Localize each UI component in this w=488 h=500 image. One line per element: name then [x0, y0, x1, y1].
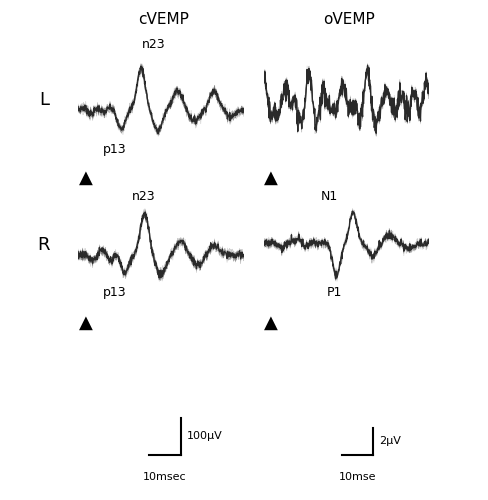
Text: 10mse: 10mse	[339, 472, 376, 482]
Text: 100μV: 100μV	[186, 431, 222, 441]
Text: p13: p13	[103, 286, 126, 299]
Text: p13: p13	[103, 142, 126, 156]
Text: 10msec: 10msec	[143, 472, 186, 482]
Text: P1: P1	[326, 286, 342, 299]
Text: 2μV: 2μV	[379, 436, 401, 446]
Text: ▲: ▲	[79, 314, 92, 332]
Text: cVEMP: cVEMP	[138, 12, 189, 28]
Text: oVEMP: oVEMP	[323, 12, 375, 28]
Text: L: L	[39, 91, 49, 109]
Text: N1: N1	[321, 190, 338, 202]
Text: ▲: ▲	[264, 168, 278, 186]
Text: R: R	[38, 236, 50, 254]
Text: ▲: ▲	[264, 314, 278, 332]
Text: n23: n23	[132, 190, 156, 202]
Text: ▲: ▲	[79, 168, 92, 186]
Text: n23: n23	[142, 38, 165, 51]
